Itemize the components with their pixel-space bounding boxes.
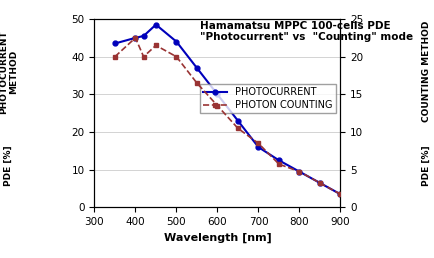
Text: Hamamatsu MPPC 100-cells PDE
"Photocurrent" vs  "Counting" mode: Hamamatsu MPPC 100-cells PDE "Photocurre… <box>200 21 412 43</box>
Line: PHOTON COUNTING: PHOTON COUNTING <box>112 35 342 197</box>
PHOTOCURRENT <box>255 146 260 149</box>
PHOTON COUNTING <box>255 142 260 145</box>
Text: PHOTOCURRENT
METHOD: PHOTOCURRENT METHOD <box>0 30 18 114</box>
PHOTOCURRENT <box>141 34 146 37</box>
PHOTOCURRENT <box>194 67 199 70</box>
PHOTOCURRENT <box>276 159 281 162</box>
PHOTOCURRENT <box>214 93 220 96</box>
PHOTON COUNTING <box>317 181 322 184</box>
PHOTON COUNTING <box>214 104 220 107</box>
PHOTOCURRENT <box>235 119 240 122</box>
PHOTON COUNTING <box>112 55 117 58</box>
PHOTON COUNTING <box>153 44 158 47</box>
PHOTON COUNTING <box>296 170 301 173</box>
PHOTON COUNTING <box>132 36 138 39</box>
PHOTOCURRENT <box>132 36 138 39</box>
PHOTON COUNTING <box>337 193 342 196</box>
PHOTOCURRENT <box>174 40 179 43</box>
PHOTOCURRENT <box>112 42 117 45</box>
PHOTON COUNTING <box>141 55 146 58</box>
Legend: PHOTOCURRENT, PHOTON COUNTING: PHOTOCURRENT, PHOTON COUNTING <box>200 84 335 113</box>
Line: PHOTOCURRENT: PHOTOCURRENT <box>112 22 342 197</box>
PHOTON COUNTING <box>194 82 199 85</box>
Text: PDE [%]: PDE [%] <box>4 146 13 186</box>
Text: PDE [%]: PDE [%] <box>421 146 430 186</box>
PHOTON COUNTING <box>276 163 281 166</box>
PHOTOCURRENT <box>337 193 342 196</box>
PHOTOCURRENT <box>153 23 158 26</box>
PHOTOCURRENT <box>317 181 322 184</box>
PHOTON COUNTING <box>235 127 240 130</box>
Text: COUNTING METHOD: COUNTING METHOD <box>421 21 430 123</box>
PHOTON COUNTING <box>174 55 179 58</box>
PHOTOCURRENT <box>296 170 301 173</box>
X-axis label: Wavelength [nm]: Wavelength [nm] <box>163 233 271 243</box>
